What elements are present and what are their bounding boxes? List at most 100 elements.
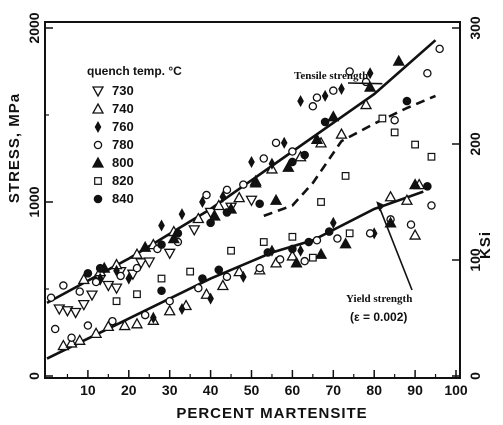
data-point-800: [282, 160, 295, 172]
data-point-840: [255, 199, 264, 209]
data-point-820: [259, 238, 268, 246]
annotations: Tensile strength Yield strength (ε = 0.002…: [294, 70, 413, 324]
tensile-strength-label: Tensile strength: [294, 70, 368, 82]
data-point-760: [150, 311, 157, 324]
data-point-740: [163, 304, 176, 316]
legend-label: 800: [112, 155, 134, 170]
legend-marker-760: [94, 120, 102, 134]
data-point-820: [378, 114, 387, 123]
data-point-800: [167, 232, 180, 244]
data-point-800: [208, 209, 221, 221]
data-point-840: [320, 117, 330, 127]
legend-label: 760: [112, 119, 134, 134]
data-point-820: [288, 232, 297, 241]
plot-border: [44, 21, 461, 379]
legend-marker-740: [91, 102, 105, 114]
data-point-760: [239, 270, 247, 283]
data-point-780: [75, 287, 84, 296]
legend-label: 780: [112, 137, 134, 152]
data-point-760: [297, 244, 304, 257]
data-point-740: [233, 265, 246, 277]
legend-label: 820: [112, 173, 134, 188]
data-point-800: [139, 240, 152, 252]
legend-marker-820: [94, 177, 102, 185]
legend: quench temp. °C 730 740 760 780 800 820 840: [87, 64, 182, 206]
data-point-820: [308, 253, 317, 262]
data-point-800: [314, 247, 328, 259]
data-point-780: [259, 154, 269, 163]
data-point-730: [143, 257, 156, 269]
data-point-730: [134, 258, 148, 270]
data-point-740: [359, 98, 373, 110]
data-point-780: [140, 310, 150, 320]
data-point-820: [411, 140, 419, 149]
x-axis-title: PERCENT MARTENSITE: [176, 405, 367, 422]
data-point-740: [192, 212, 205, 224]
data-point-780: [132, 263, 142, 273]
data-point-780: [300, 256, 309, 266]
data-point-780: [423, 68, 432, 78]
data-point-760: [338, 82, 345, 95]
data-point-780: [194, 283, 203, 293]
yield-arrowhead: [376, 201, 386, 212]
data-point-760: [178, 302, 186, 316]
data-point-730: [110, 283, 123, 295]
dashed-line: [263, 94, 437, 218]
data-point-760: [158, 219, 165, 232]
data-point-840: [304, 237, 314, 247]
tensile-leader: [347, 82, 383, 85]
data-point-780: [222, 272, 232, 282]
data-point-800: [310, 133, 324, 145]
x-tick-label: 30: [162, 382, 178, 398]
data-point-760: [207, 292, 214, 305]
data-point-780: [271, 138, 281, 148]
y-tick-label: 0: [26, 372, 42, 380]
data-point-840: [423, 182, 432, 191]
data-point-780: [308, 102, 318, 111]
data-point-840: [263, 248, 273, 257]
x-tick-label: 100: [444, 382, 468, 398]
data-point-760: [366, 67, 374, 80]
data-point-840: [324, 227, 334, 236]
data-point-800: [384, 216, 397, 228]
legend-label: 730: [112, 83, 134, 98]
data-point-840: [95, 263, 105, 273]
data-point-780: [406, 220, 416, 229]
data-point-730: [245, 195, 258, 207]
y-tick-label: 1000: [26, 186, 42, 217]
data-point-780: [116, 271, 125, 281]
data-point-820: [133, 290, 141, 299]
data-point-740: [118, 319, 131, 331]
data-point-740: [212, 199, 225, 211]
data-points: [46, 44, 444, 351]
y2-tick-label: 300: [467, 16, 483, 40]
data-point-760: [125, 272, 133, 285]
data-point-760: [297, 95, 304, 108]
data-point-740: [216, 279, 229, 291]
data-point-800: [392, 54, 405, 66]
data-point-730: [126, 269, 139, 281]
data-point-780: [312, 93, 322, 102]
x-tick-label: 70: [326, 382, 342, 398]
data-point-840: [214, 265, 224, 275]
data-point-820: [186, 267, 195, 276]
x-tick-label: 60: [285, 382, 301, 398]
data-point-780: [365, 229, 375, 238]
legend-marker-800: [91, 156, 105, 168]
data-point-780: [67, 333, 76, 342]
data-point-780: [222, 185, 232, 195]
legend-marker-730: [91, 86, 105, 98]
data-point-740: [400, 193, 414, 205]
data-point-740: [286, 249, 299, 261]
data-point-840: [198, 274, 207, 283]
data-point-780: [83, 321, 93, 330]
data-point-780: [108, 316, 117, 326]
data-point-740: [233, 191, 246, 203]
data-point-800: [327, 110, 340, 122]
data-point-840: [222, 208, 232, 217]
data-point-820: [341, 172, 350, 180]
data-point-760: [219, 190, 227, 203]
data-point-780: [390, 115, 399, 125]
y2-tick-label: 200: [467, 132, 483, 156]
